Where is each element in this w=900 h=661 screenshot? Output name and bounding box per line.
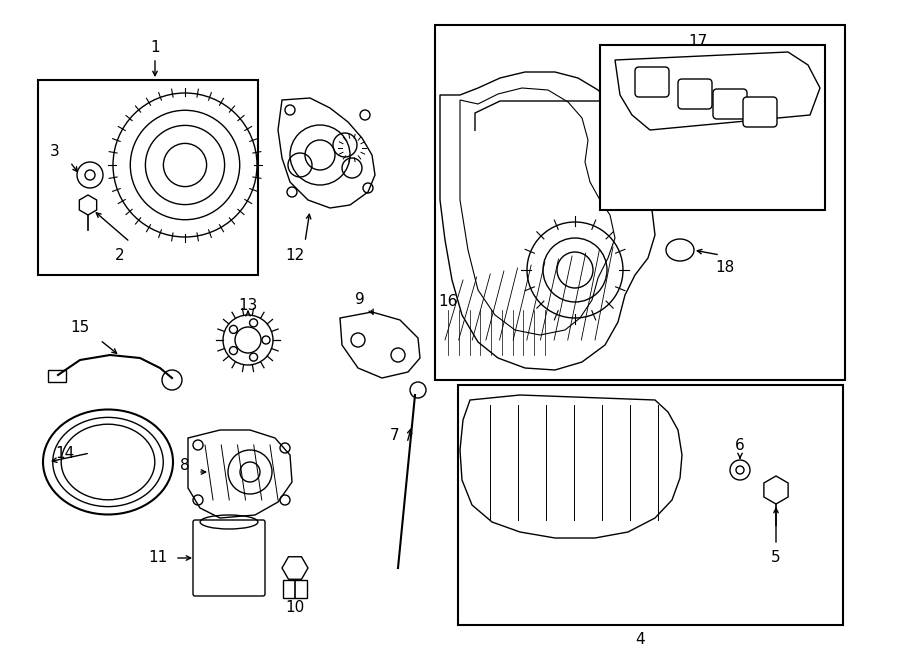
- FancyBboxPatch shape: [635, 67, 669, 97]
- Text: 14: 14: [56, 446, 75, 461]
- Text: 2: 2: [115, 247, 125, 262]
- Bar: [603, 112, 615, 140]
- FancyBboxPatch shape: [743, 97, 777, 127]
- Text: 5: 5: [771, 551, 781, 566]
- Text: 12: 12: [285, 247, 304, 262]
- Text: 6: 6: [735, 438, 745, 453]
- Text: 8: 8: [180, 457, 190, 473]
- Bar: [600, 45, 825, 210]
- Text: 10: 10: [285, 600, 304, 615]
- FancyBboxPatch shape: [678, 79, 712, 109]
- Text: 3: 3: [50, 145, 60, 159]
- Text: 17: 17: [688, 34, 707, 50]
- Text: 15: 15: [70, 321, 90, 336]
- Text: 13: 13: [238, 297, 257, 313]
- Bar: [48, 370, 66, 382]
- Text: 11: 11: [148, 551, 167, 566]
- Text: 16: 16: [438, 295, 458, 309]
- Bar: [38, 80, 258, 275]
- Text: 18: 18: [716, 260, 734, 276]
- FancyBboxPatch shape: [713, 89, 747, 119]
- Text: 4: 4: [635, 633, 644, 648]
- Text: 7: 7: [391, 428, 400, 442]
- Bar: [458, 385, 843, 625]
- Text: 1: 1: [150, 40, 160, 56]
- Text: 9: 9: [356, 293, 364, 307]
- Bar: [435, 25, 845, 380]
- FancyBboxPatch shape: [193, 520, 265, 596]
- Bar: [283, 580, 307, 598]
